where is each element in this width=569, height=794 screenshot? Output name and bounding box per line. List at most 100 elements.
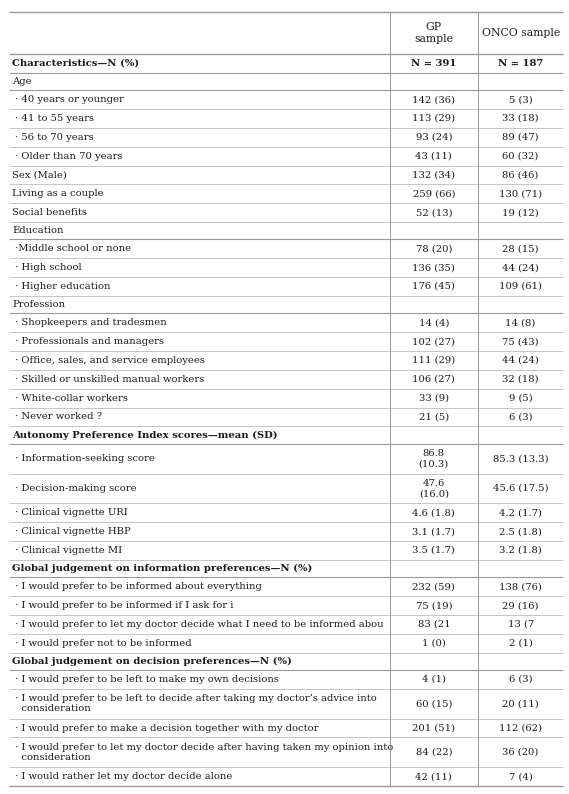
Text: 3.5 (1.7): 3.5 (1.7) [413, 546, 455, 555]
Text: Living as a couple: Living as a couple [12, 189, 104, 198]
Text: 130 (71): 130 (71) [499, 189, 542, 198]
Text: 106 (27): 106 (27) [413, 375, 455, 384]
Text: · Clinical vignette HBP: · Clinical vignette HBP [12, 527, 131, 536]
Text: 6 (3): 6 (3) [509, 412, 533, 422]
Text: 9 (5): 9 (5) [509, 394, 533, 403]
Text: 89 (47): 89 (47) [502, 133, 539, 142]
Text: GP
sample: GP sample [414, 21, 453, 44]
Text: · White-collar workers: · White-collar workers [12, 394, 128, 403]
Text: 44 (24): 44 (24) [502, 263, 539, 272]
Text: 2 (1): 2 (1) [509, 638, 533, 648]
Text: 42 (11): 42 (11) [415, 772, 452, 781]
Text: 28 (15): 28 (15) [502, 245, 539, 253]
Text: 14 (8): 14 (8) [505, 318, 536, 327]
Text: 60 (15): 60 (15) [415, 700, 452, 708]
Text: 21 (5): 21 (5) [419, 412, 449, 422]
Text: 44 (24): 44 (24) [502, 356, 539, 365]
Text: 47.6
(16.0): 47.6 (16.0) [419, 479, 449, 498]
Text: 86 (46): 86 (46) [502, 171, 539, 179]
Text: · Skilled or unskilled manual workers: · Skilled or unskilled manual workers [12, 375, 204, 384]
Text: 142 (36): 142 (36) [413, 95, 455, 104]
Text: 5 (3): 5 (3) [509, 95, 533, 104]
Text: 6 (3): 6 (3) [509, 675, 533, 684]
Text: 33 (9): 33 (9) [419, 394, 449, 403]
Text: 102 (27): 102 (27) [413, 337, 455, 346]
Text: · Older than 70 years: · Older than 70 years [12, 152, 122, 160]
Text: 75 (43): 75 (43) [502, 337, 539, 346]
Text: · I would rather let my doctor decide alone: · I would rather let my doctor decide al… [12, 772, 232, 781]
Text: Characteristics—N (%): Characteristics—N (%) [12, 59, 139, 67]
Text: 7 (4): 7 (4) [509, 772, 533, 781]
Text: 4.6 (1.8): 4.6 (1.8) [413, 508, 455, 517]
Text: N = 187: N = 187 [498, 59, 543, 67]
Text: 109 (61): 109 (61) [499, 282, 542, 291]
Text: 29 (16): 29 (16) [502, 601, 539, 610]
Text: 138 (76): 138 (76) [499, 582, 542, 592]
Text: 75 (19): 75 (19) [415, 601, 452, 610]
Text: 84 (22): 84 (22) [415, 748, 452, 757]
Text: Global judgement on information preferences—N (%): Global judgement on information preferen… [12, 564, 312, 573]
Text: · 41 to 55 years: · 41 to 55 years [12, 114, 94, 123]
Text: · Clinical vignette URI: · Clinical vignette URI [12, 508, 127, 517]
Text: 111 (29): 111 (29) [412, 356, 456, 365]
Text: · I would prefer to let my doctor decide after having taken my opinion into
   c: · I would prefer to let my doctor decide… [12, 742, 393, 762]
Text: 45.6 (17.5): 45.6 (17.5) [493, 484, 549, 493]
Text: 201 (51): 201 (51) [413, 723, 455, 733]
Text: 232 (59): 232 (59) [413, 582, 455, 592]
Text: 132 (34): 132 (34) [413, 171, 455, 179]
Text: ONCO sample: ONCO sample [481, 28, 560, 38]
Text: 3.1 (1.7): 3.1 (1.7) [413, 527, 455, 536]
Text: 4.2 (1.7): 4.2 (1.7) [499, 508, 542, 517]
Text: Education: Education [12, 226, 64, 235]
Text: 85.3 (13.3): 85.3 (13.3) [493, 454, 549, 463]
Text: 78 (20): 78 (20) [415, 245, 452, 253]
Text: 93 (24): 93 (24) [415, 133, 452, 142]
Text: · 56 to 70 years: · 56 to 70 years [12, 133, 93, 142]
Text: 52 (13): 52 (13) [415, 208, 452, 217]
Text: 20 (11): 20 (11) [502, 700, 539, 708]
Text: · Professionals and managers: · Professionals and managers [12, 337, 164, 346]
Text: 176 (45): 176 (45) [413, 282, 455, 291]
Text: · High school: · High school [12, 263, 81, 272]
Text: Sex (Male): Sex (Male) [12, 171, 67, 179]
Text: Age: Age [12, 77, 31, 86]
Text: · I would prefer to be left to make my own decisions: · I would prefer to be left to make my o… [12, 675, 279, 684]
Text: 14 (4): 14 (4) [419, 318, 449, 327]
Text: 60 (32): 60 (32) [502, 152, 539, 160]
Text: · I would prefer not to be informed: · I would prefer not to be informed [12, 638, 192, 648]
Text: 2.5 (1.8): 2.5 (1.8) [499, 527, 542, 536]
Text: · Decision-making score: · Decision-making score [12, 484, 137, 493]
Text: 1 (0): 1 (0) [422, 638, 446, 648]
Text: · I would prefer to be left to decide after taking my doctor’s advice into
   co: · I would prefer to be left to decide af… [12, 694, 377, 714]
Text: Social benefits: Social benefits [12, 208, 87, 217]
Text: 83 (21: 83 (21 [418, 620, 450, 629]
Text: · Never worked ?: · Never worked ? [12, 412, 102, 422]
Text: 113 (29): 113 (29) [413, 114, 455, 123]
Text: N = 391: N = 391 [411, 59, 456, 67]
Text: 86.8
(10.3): 86.8 (10.3) [419, 449, 449, 468]
Text: · Information-seeking score: · Information-seeking score [12, 454, 155, 463]
Text: 32 (18): 32 (18) [502, 375, 539, 384]
Text: 112 (62): 112 (62) [499, 723, 542, 733]
Text: 4 (1): 4 (1) [422, 675, 446, 684]
Text: · I would prefer to be informed if I ask for i: · I would prefer to be informed if I ask… [12, 601, 233, 610]
Text: 136 (35): 136 (35) [413, 263, 455, 272]
Text: 36 (20): 36 (20) [502, 748, 539, 757]
Text: 3.2 (1.8): 3.2 (1.8) [499, 546, 542, 555]
Text: · 40 years or younger: · 40 years or younger [12, 95, 124, 104]
Text: 43 (11): 43 (11) [415, 152, 452, 160]
Text: 19 (12): 19 (12) [502, 208, 539, 217]
Text: · I would prefer to be informed about everything: · I would prefer to be informed about ev… [12, 582, 262, 592]
Text: · Higher education: · Higher education [12, 282, 110, 291]
Text: Profession: Profession [12, 300, 65, 309]
Text: Autonomy Preference Index scores—mean (SD): Autonomy Preference Index scores—mean (S… [12, 430, 278, 440]
Text: 33 (18): 33 (18) [502, 114, 539, 123]
Text: Global judgement on decision preferences—N (%): Global judgement on decision preferences… [12, 657, 292, 666]
Text: · I would prefer to make a decision together with my doctor: · I would prefer to make a decision toge… [12, 723, 319, 733]
Text: · I would prefer to let my doctor decide what I need to be informed abou: · I would prefer to let my doctor decide… [12, 620, 384, 629]
Text: · Office, sales, and service employees: · Office, sales, and service employees [12, 356, 205, 365]
Text: 259 (66): 259 (66) [413, 189, 455, 198]
Text: 13 (7: 13 (7 [508, 620, 534, 629]
Text: · Clinical vignette MI: · Clinical vignette MI [12, 546, 122, 555]
Text: · Shopkeepers and tradesmen: · Shopkeepers and tradesmen [12, 318, 167, 327]
